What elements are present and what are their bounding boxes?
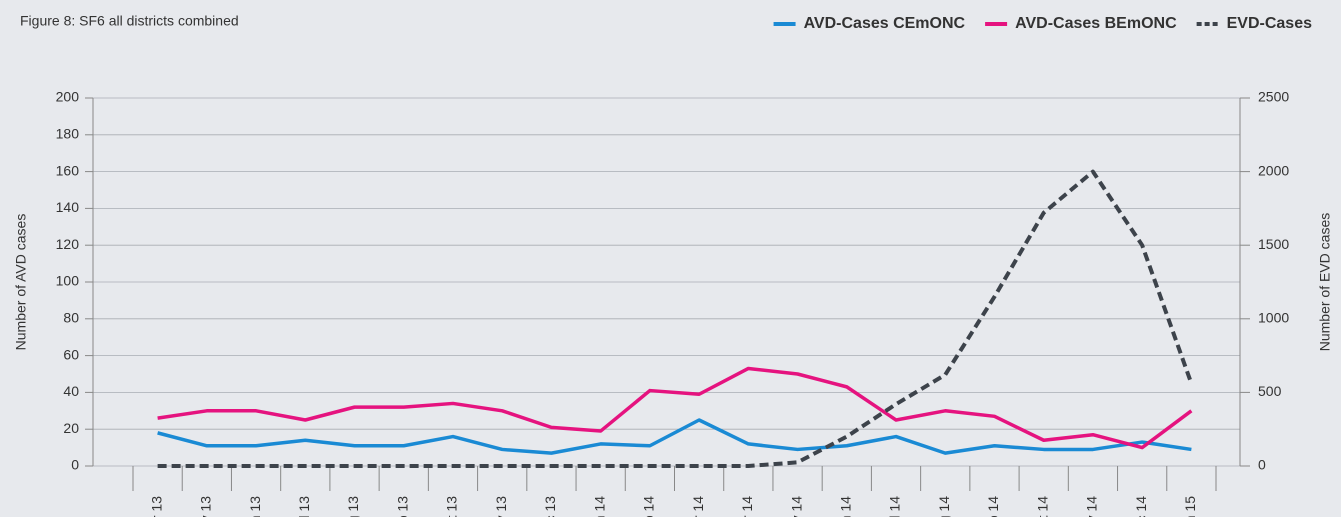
series-line <box>157 169 1194 468</box>
series-line <box>157 418 1192 455</box>
series-line <box>157 366 1193 450</box>
x-tick-label: Aug 13 <box>345 496 361 517</box>
legend-label: AVD-Cases CEmONC <box>804 15 966 32</box>
y-tick-label: 100 <box>56 273 80 289</box>
x-tick-label: Dec 14 <box>1133 496 1149 517</box>
x-tick-label: May 14 <box>788 496 804 517</box>
x-tick-label: Nov 13 <box>493 496 509 517</box>
y-tick-label: 140 <box>56 199 80 215</box>
x-tick-label: Jul 14 <box>887 496 903 517</box>
y2-tick-label: 500 <box>1258 383 1282 399</box>
x-tick-label: Jun 14 <box>837 496 853 517</box>
x-tick-label: Nov 14 <box>1084 496 1100 517</box>
y-tick-label: 40 <box>63 383 79 399</box>
x-tick-label: Feb 14 <box>641 496 657 517</box>
y2-tick-label: 0 <box>1258 457 1266 473</box>
y2-tick-label: 2000 <box>1258 162 1289 178</box>
x-tick-label: Oct 13 <box>444 496 460 517</box>
y-tick-label: 20 <box>63 420 79 436</box>
y2-axis-title: Number of EVD cases <box>1317 213 1333 352</box>
x-tick-label: Mar 14 <box>690 496 706 517</box>
x-tick-label: Jan 15 <box>1182 496 1198 517</box>
y-axis-title: Number of AVD cases <box>13 214 29 351</box>
chart-title: Figure 8: SF6 all districts combined <box>20 13 239 29</box>
x-tick-label: Jan 14 <box>591 496 607 517</box>
y-tick-label: 200 <box>56 89 80 105</box>
legend-label: EVD-Cases <box>1227 15 1312 32</box>
y-tick-label: 80 <box>63 310 79 326</box>
x-tick-label: Aug 14 <box>936 496 952 517</box>
y-tick-label: 0 <box>71 457 79 473</box>
legend-label: AVD-Cases BEmONC <box>1015 15 1177 32</box>
x-tick-label: Sep 13 <box>394 496 410 517</box>
x-tick-label: May 13 <box>198 496 214 517</box>
y-tick-label: 120 <box>56 236 80 252</box>
y-tick-label: 180 <box>56 126 80 142</box>
y2-tick-label: 1500 <box>1258 236 1289 252</box>
y2-tick-label: 2500 <box>1258 89 1289 105</box>
x-tick-label: Sep 14 <box>985 496 1001 517</box>
x-tick-label: Jun 13 <box>247 496 263 517</box>
x-tick-label: Jul 13 <box>296 496 312 517</box>
y-tick-label: 60 <box>63 346 79 362</box>
x-tick-label: Dec 13 <box>542 496 558 517</box>
y2-tick-label: 1000 <box>1258 310 1289 326</box>
x-tick-label: Apr 14 <box>739 496 755 517</box>
x-tick-label: Apr 13 <box>148 496 164 517</box>
x-tick-label: Oct 14 <box>1034 496 1050 517</box>
y-tick-label: 160 <box>56 162 80 178</box>
